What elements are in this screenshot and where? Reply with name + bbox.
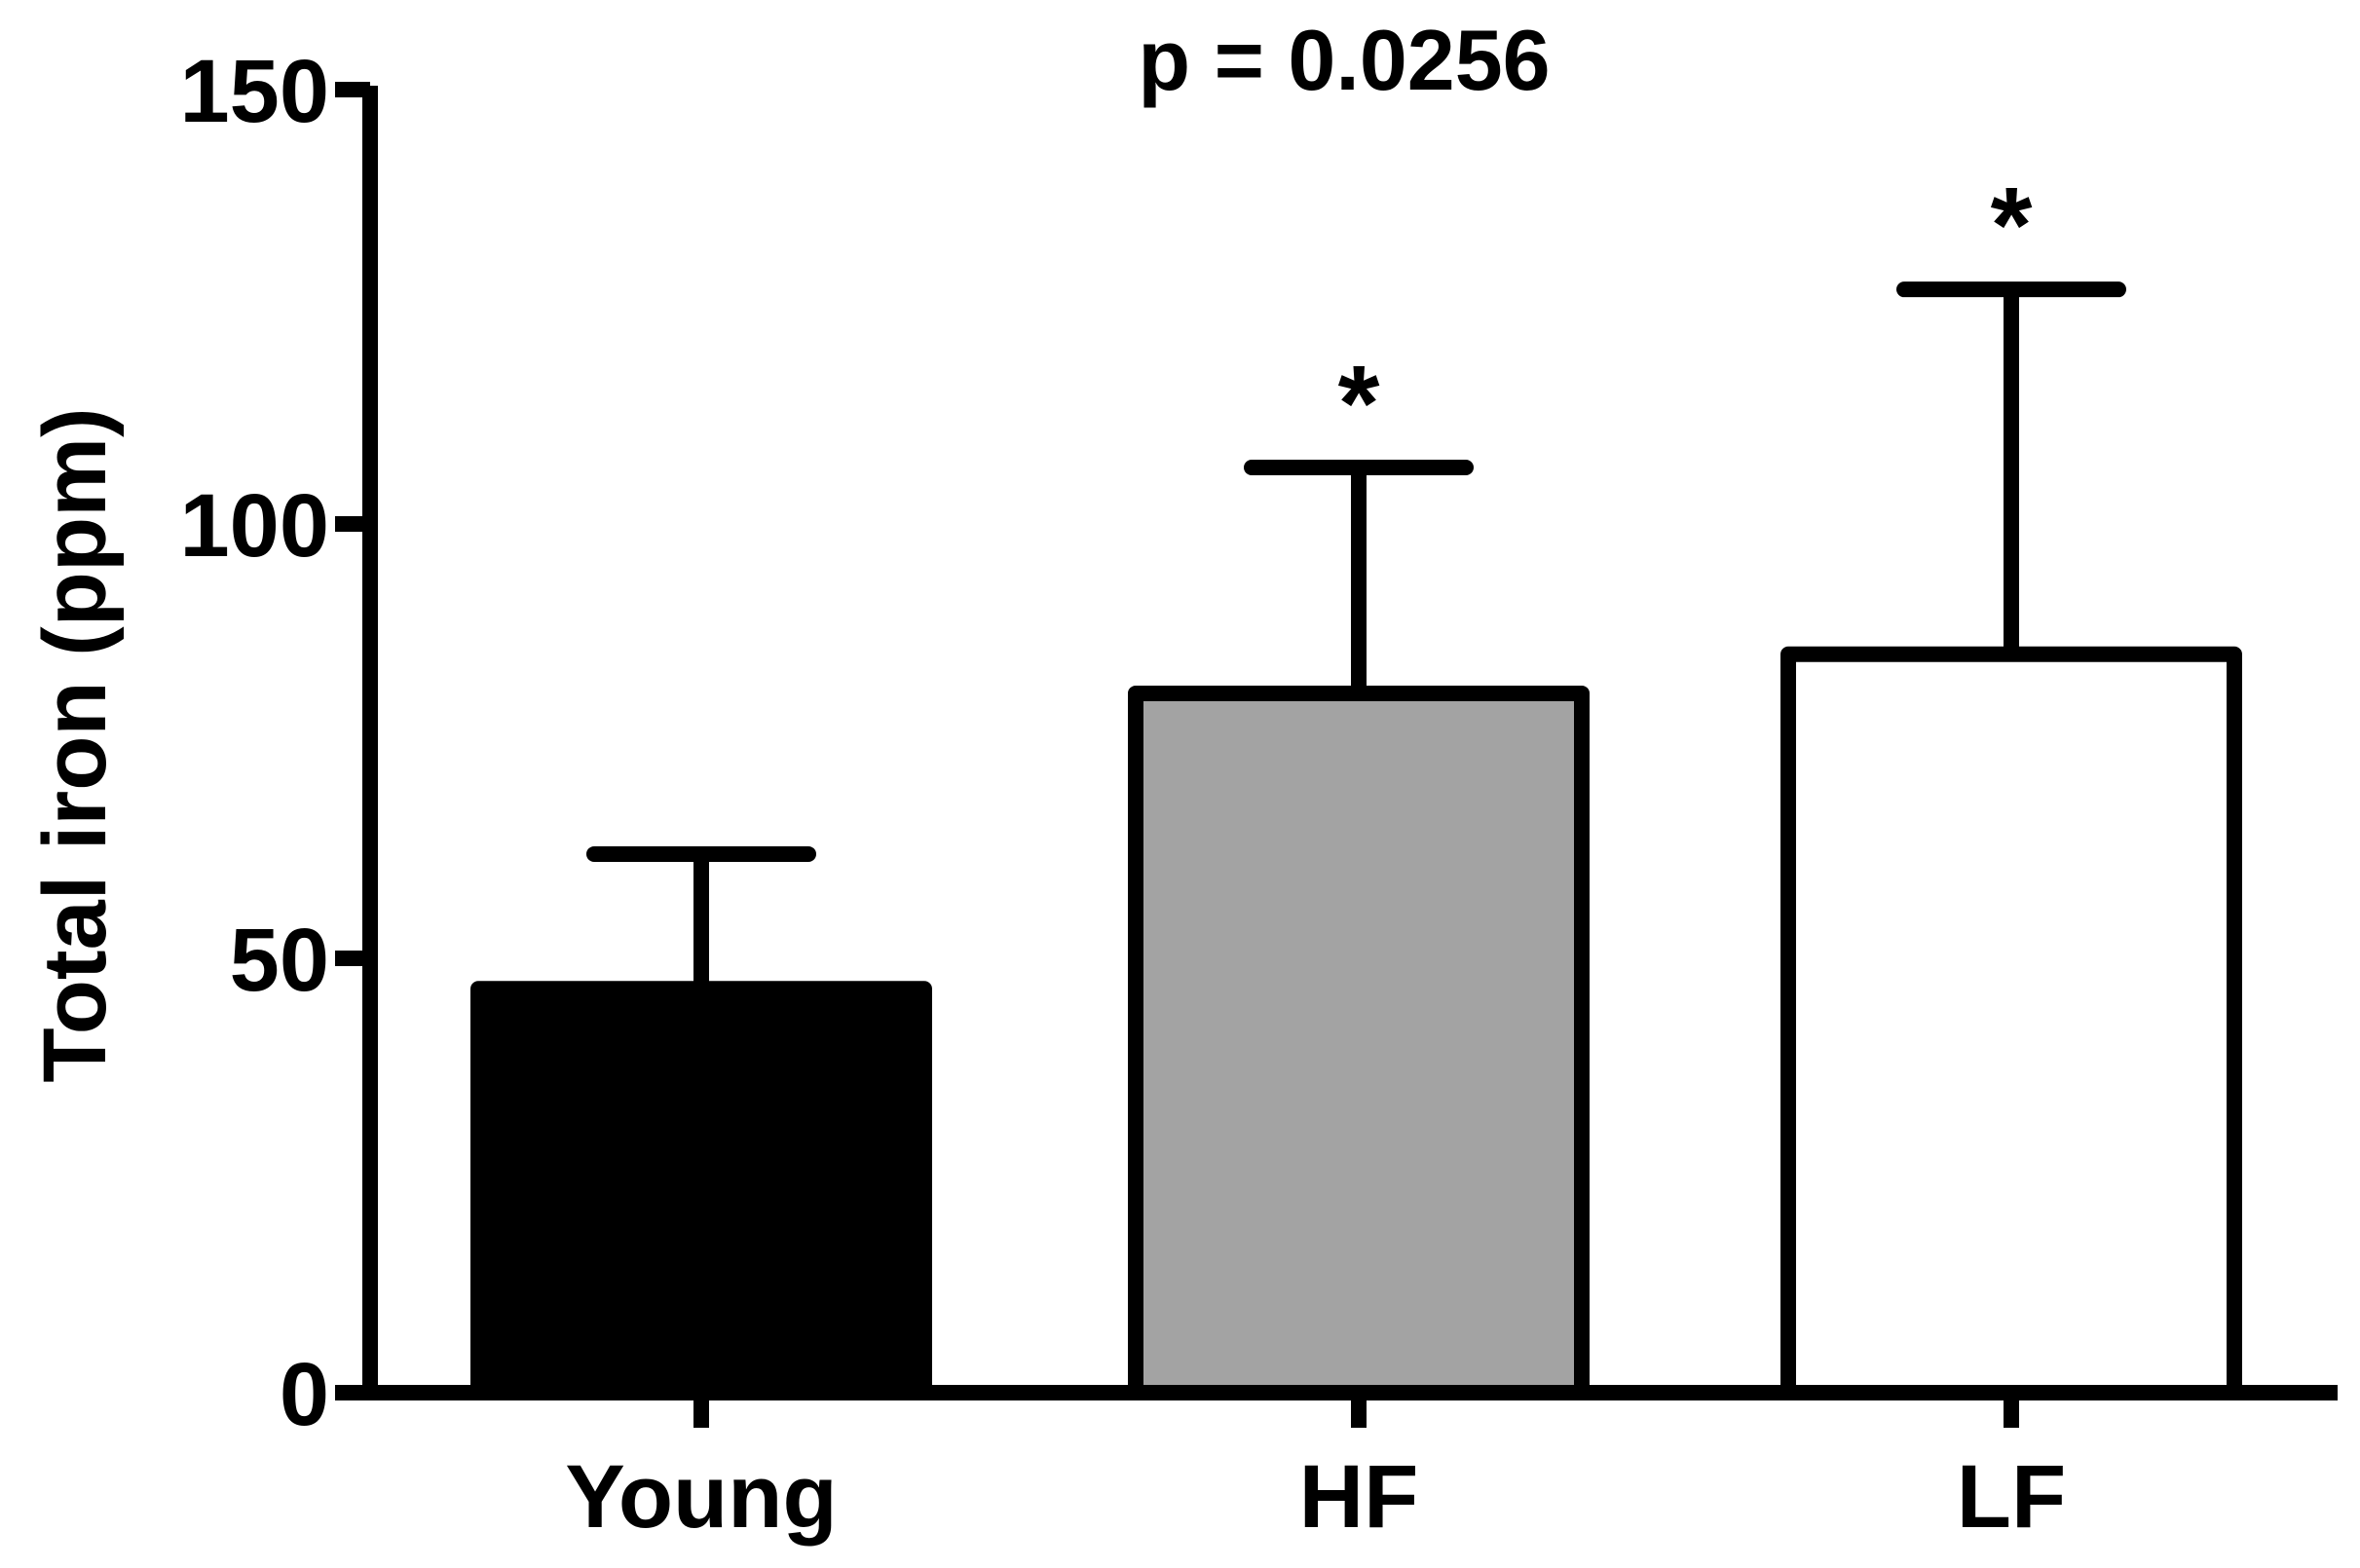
bar-hf [1128, 685, 1590, 1400]
y-tick-label: 0 [280, 1345, 329, 1444]
y-tick-label: 150 [180, 42, 330, 141]
y-tick-label: 100 [180, 476, 330, 576]
x-tick-label: HF [1299, 1447, 1419, 1547]
significance-mark: * [1338, 344, 1380, 464]
bar-young [470, 981, 932, 1400]
y-axis-title: Total iron (ppm) [25, 407, 125, 1082]
y-tick-label: 50 [230, 911, 329, 1010]
x-tick-label: Young [565, 1447, 837, 1547]
x-tick-label: LF [1957, 1447, 2066, 1547]
p-value-annotation: p = 0.0256 [1138, 12, 1550, 108]
bar-lf [1780, 646, 2242, 1400]
significance-mark: * [1991, 166, 2033, 285]
